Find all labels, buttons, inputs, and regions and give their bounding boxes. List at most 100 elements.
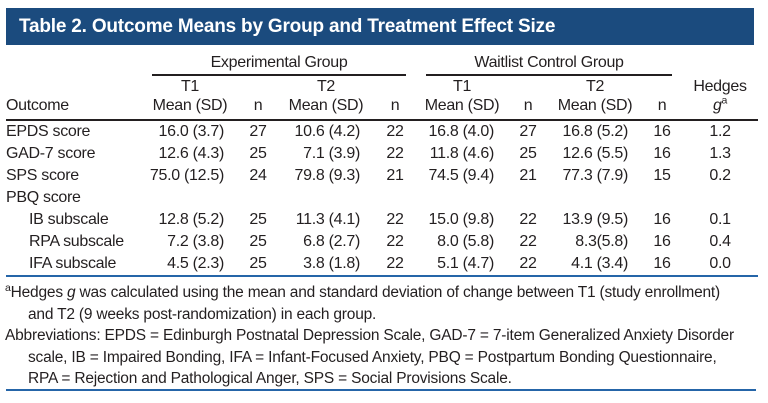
n-cell bbox=[374, 187, 416, 209]
n-cell: 22 bbox=[374, 253, 417, 277]
bottom-rule bbox=[6, 389, 756, 391]
mean-sd-cell: 7.2 (3.8) bbox=[167, 233, 224, 250]
outcome-column-header: Outcome bbox=[6, 97, 142, 121]
hedges-header-label: Hedges bbox=[693, 77, 747, 95]
mean-sd-cell: 16.8 (5.2) bbox=[562, 123, 629, 140]
mean-sd-cell bbox=[278, 187, 374, 209]
table-row: PBQ score bbox=[6, 187, 758, 209]
footnote-marker: a bbox=[5, 281, 11, 294]
hedges-footnote-marker: a bbox=[721, 94, 728, 107]
spacer-cell bbox=[374, 76, 416, 97]
table-row: EPDS score 16.0 (3.7) 27 10.6 (4.2) 22 1… bbox=[6, 120, 758, 143]
experimental-group-header: Experimental Group bbox=[142, 52, 416, 76]
outcome-cell: GAD-7 score bbox=[6, 145, 96, 162]
mean-sd-cell: 12.6 (4.3) bbox=[158, 145, 225, 162]
n-cell: 21 bbox=[386, 167, 404, 184]
mean-sd-column-header: Mean (SD) bbox=[278, 97, 374, 121]
mean-sd-cell: 74.5 (9.4) bbox=[428, 167, 495, 184]
mean-sd-cell: 10.6 (4.2) bbox=[294, 123, 361, 140]
hedges-cell: 0.1 bbox=[709, 211, 731, 228]
table-row: IFA subscale 4.5 (2.3) 25 3.8 (1.8) 22 5… bbox=[6, 253, 759, 277]
n-cell: 25 bbox=[519, 145, 537, 162]
n-cell: 16 bbox=[653, 145, 671, 162]
mean-sd-cell: 5.1 (4.7) bbox=[416, 253, 509, 277]
hedges-g-symbol: g bbox=[712, 97, 722, 114]
table-title: Table 2. Outcome Means by Group and Trea… bbox=[19, 15, 556, 37]
mean-sd-cell: 4.5 (2.3) bbox=[142, 253, 238, 277]
mean-sd-cell: 79.8 (9.3) bbox=[294, 167, 361, 184]
mean-sd-cell: 11.3 (4.1) bbox=[295, 211, 361, 228]
n-cell: 25 bbox=[249, 233, 267, 250]
t1-header-experimental: T1 bbox=[180, 77, 200, 95]
n-cell bbox=[642, 187, 682, 209]
n-cell: 25 bbox=[249, 211, 267, 228]
spacer-cell bbox=[642, 76, 682, 97]
t1-header-waitlist: T1 bbox=[452, 77, 472, 95]
n-cell: 16 bbox=[642, 253, 683, 277]
spacer-cell bbox=[682, 52, 758, 76]
n-cell: 16 bbox=[653, 233, 671, 250]
mean-sd-cell bbox=[142, 187, 238, 209]
hedges-cell: 0.2 bbox=[709, 167, 731, 184]
n-cell: 25 bbox=[249, 145, 267, 162]
n-column-header: n bbox=[238, 97, 278, 121]
n-column-header: n bbox=[642, 97, 683, 121]
mean-sd-cell: 8.3(5.8) bbox=[575, 233, 629, 250]
hedges-footnote: aHedges g was calculated using the mean … bbox=[5, 282, 747, 325]
table-title-bar: Table 2. Outcome Means by Group and Trea… bbox=[6, 8, 754, 45]
n-cell: 27 bbox=[249, 123, 267, 140]
mean-sd-cell: 11.8 (4.6) bbox=[429, 145, 495, 162]
mean-sd-column-header: Mean (SD) bbox=[548, 97, 643, 121]
outcome-cell: EPDS score bbox=[6, 123, 91, 140]
waitlist-group-label: Waitlist Control Group bbox=[426, 54, 673, 76]
waitlist-group-header: Waitlist Control Group bbox=[416, 52, 682, 76]
n-cell: 24 bbox=[249, 167, 267, 184]
group-header-row: Experimental Group Waitlist Control Grou… bbox=[6, 52, 758, 76]
n-cell: 16 bbox=[653, 211, 671, 228]
footnote-text: Hedges bbox=[10, 284, 67, 301]
mean-sd-cell: 16.8 (4.0) bbox=[428, 123, 495, 140]
outcome-cell: RPA subscale bbox=[29, 233, 124, 250]
n-cell: 16 bbox=[653, 123, 671, 140]
n-cell bbox=[238, 187, 278, 209]
hedges-cell bbox=[682, 187, 758, 209]
column-header-row: Outcome Mean (SD) n Mean (SD) n Mean (SD… bbox=[6, 94, 759, 121]
spacer-cell bbox=[508, 76, 548, 97]
mean-sd-cell: 75.0 (12.5) bbox=[149, 167, 224, 184]
n-cell: 22 bbox=[508, 253, 549, 277]
n-cell bbox=[508, 187, 548, 209]
outcome-table: Experimental Group Waitlist Control Grou… bbox=[6, 52, 759, 277]
mean-sd-cell: 13.9 (9.5) bbox=[562, 211, 629, 228]
hedges-cell: 0.4 bbox=[709, 233, 731, 250]
hedges-cell: 1.3 bbox=[709, 145, 731, 162]
n-cell: 22 bbox=[519, 233, 537, 250]
n-column-header: n bbox=[374, 97, 417, 121]
abbreviations-footnote: Abbreviations: EPDS = Edinburgh Postnata… bbox=[5, 327, 734, 387]
time-header-row: T1 T2 T1 T2 Hedges bbox=[6, 76, 758, 97]
table-row: RPA subscale 7.2 (3.8) 25 6.8 (2.7) 22 8… bbox=[6, 231, 758, 253]
spacer-cell bbox=[6, 52, 142, 76]
n-cell: 22 bbox=[386, 233, 404, 250]
n-cell: 22 bbox=[386, 145, 404, 162]
footnotes: aHedges g was calculated using the mean … bbox=[5, 282, 747, 390]
mean-sd-cell: 6.8 (2.7) bbox=[303, 233, 360, 250]
hedges-cell: 1.2 bbox=[709, 123, 731, 140]
n-cell: 25 bbox=[238, 253, 278, 277]
table-row: IB subscale 12.8 (5.2) 25 11.3 (4.1) 22 … bbox=[6, 209, 758, 231]
mean-sd-cell: 4.1 (3.4) bbox=[548, 253, 643, 277]
outcome-cell: IB subscale bbox=[29, 211, 109, 228]
spacer-cell bbox=[6, 76, 142, 97]
mean-sd-column-header: Mean (SD) bbox=[416, 97, 509, 121]
mean-sd-cell: 12.6 (5.5) bbox=[562, 145, 629, 162]
table-row: GAD-7 score 12.6 (4.3) 25 7.1 (3.9) 22 1… bbox=[6, 143, 758, 165]
hedges-cell: 0.0 bbox=[682, 253, 759, 277]
footnote-text: was calculated using the mean and standa… bbox=[28, 284, 720, 323]
spacer-cell bbox=[238, 76, 278, 97]
mean-sd-cell: 12.8 (5.2) bbox=[158, 211, 225, 228]
n-cell: 21 bbox=[519, 167, 537, 184]
mean-sd-cell: 15.0 (9.8) bbox=[428, 211, 495, 228]
mean-sd-cell: 8.0 (5.8) bbox=[437, 233, 495, 250]
t2-header-waitlist: T2 bbox=[585, 77, 605, 95]
mean-sd-cell: 77.3 (7.9) bbox=[562, 167, 629, 184]
mean-sd-cell bbox=[416, 187, 508, 209]
